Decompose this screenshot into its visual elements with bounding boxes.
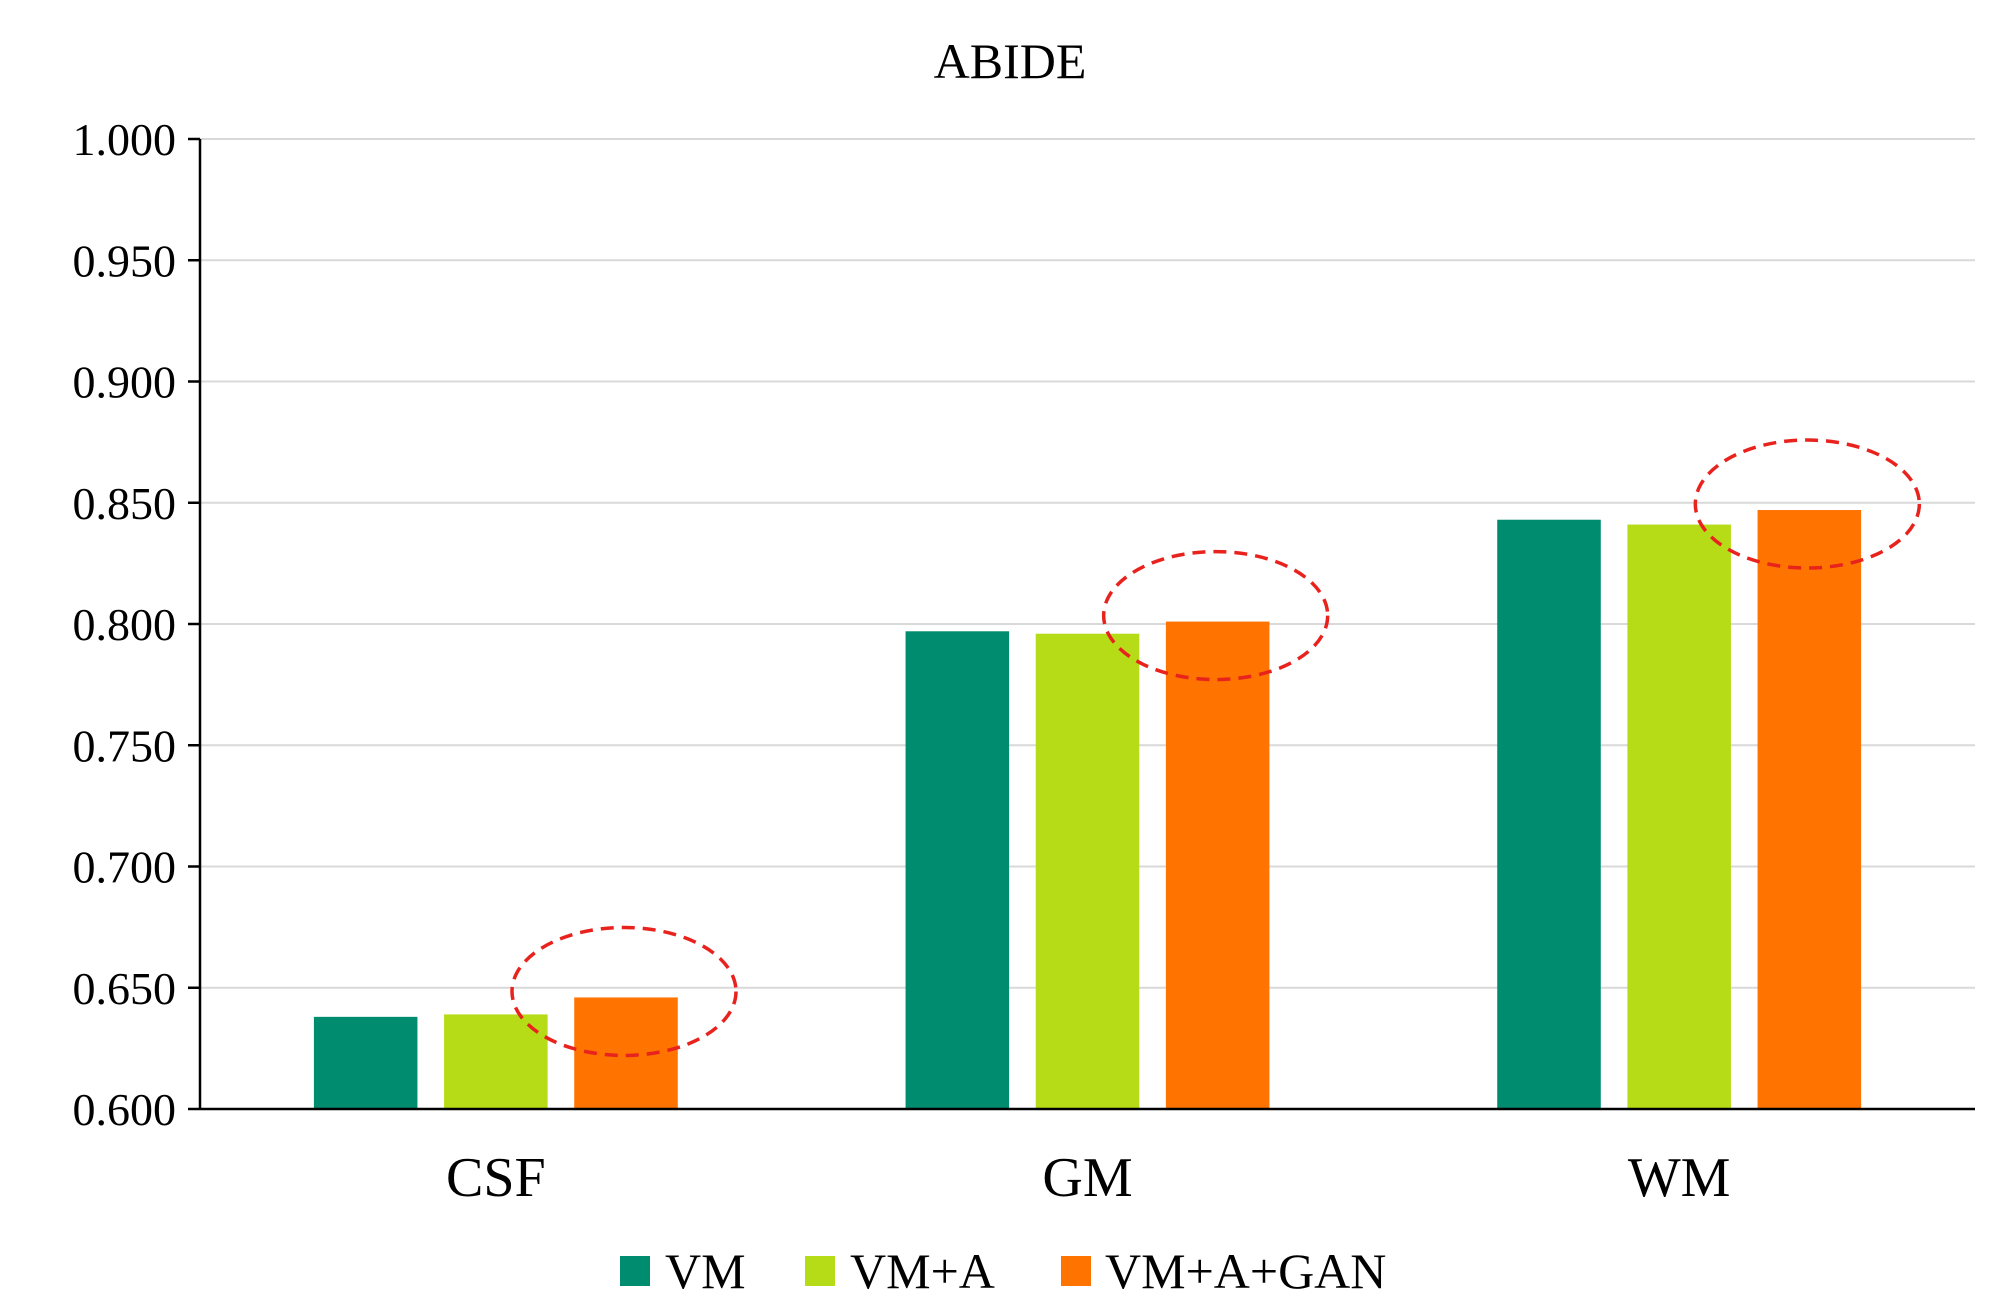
bar-vm-a-wm [1627, 524, 1731, 1109]
y-tick-label: 0.700 [73, 842, 177, 893]
legend-item: VM [620, 1243, 746, 1299]
bar-vm-a-gan-gm [1165, 621, 1270, 1109]
bars [313, 510, 1862, 1109]
bar-vm-csf [313, 1016, 418, 1109]
legend-label: VM+A [850, 1243, 995, 1299]
y-tick-label: 0.600 [73, 1084, 177, 1135]
annotations [510, 438, 1922, 1058]
bar-vm-a-gan-wm [1757, 510, 1862, 1109]
legend-label: VM+A+GAN [1105, 1243, 1386, 1299]
y-tick-label: 0.900 [73, 357, 177, 408]
y-tick-label: 0.950 [73, 235, 177, 286]
highlight-ellipse [510, 925, 738, 1058]
bar-vm-gm [905, 631, 1010, 1109]
x-tick-label: WM [1628, 1147, 1731, 1209]
chart-title: ABIDE [934, 33, 1087, 89]
axes: 0.600 0.650 0.700 0.750 0.800 0.850 0.900 0.950… [73, 114, 1975, 1209]
legend-item: VM+A+GAN [1061, 1243, 1386, 1299]
bar-vm-a-gm [1035, 633, 1140, 1109]
y-tick-label: 0.850 [73, 478, 177, 529]
highlight-ellipse [1101, 549, 1330, 682]
highlight-ellipse [1693, 438, 1922, 570]
legend-label: VM [665, 1243, 746, 1299]
x-tick-label: GM [1042, 1147, 1132, 1209]
x-tick-label: CSF [446, 1147, 546, 1209]
legend-item: VM+A [805, 1243, 995, 1299]
legend-swatch [1061, 1256, 1091, 1286]
bar-vm-a-csf [444, 1014, 548, 1109]
y-tick-label: 0.800 [73, 599, 177, 650]
y-tick-label: 1.000 [73, 114, 177, 165]
legend-swatch [805, 1256, 835, 1286]
bar-vm-wm [1497, 519, 1601, 1109]
y-tick-label: 0.650 [73, 963, 177, 1014]
legend-swatch [620, 1256, 650, 1286]
y-tick-label: 0.750 [73, 720, 177, 771]
legend: VM VM+A VM+A+GAN [620, 1243, 1386, 1299]
